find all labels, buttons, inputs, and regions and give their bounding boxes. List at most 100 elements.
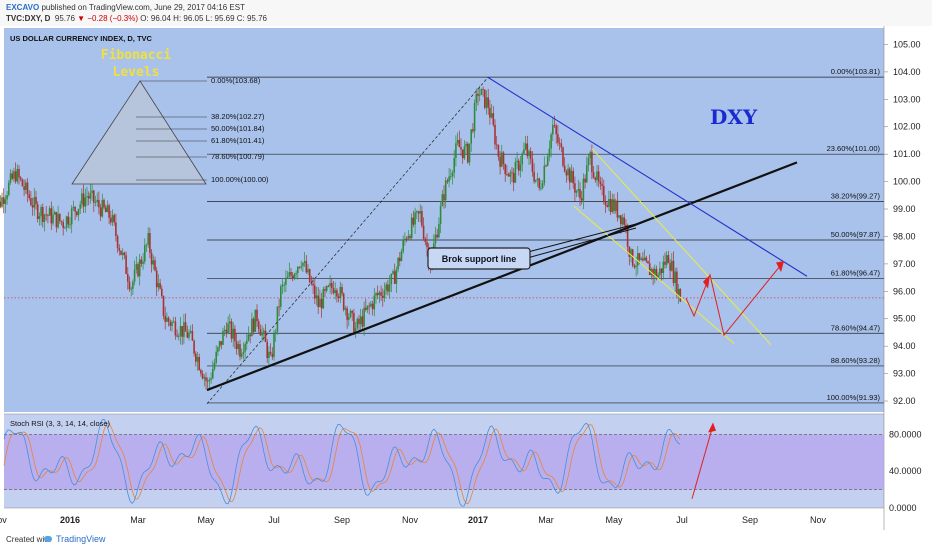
candle-body (346, 308, 348, 320)
fibonacci-levels: 0.00%(103.81) 23.60%(101.00) 38.20%(99.27)… (4, 67, 884, 404)
candle-body (608, 199, 610, 207)
fib-label: 78.60%(94.47) (831, 323, 881, 332)
candle-body (506, 174, 508, 175)
candle-body (101, 200, 104, 217)
candle-body (72, 206, 75, 209)
candle-body (178, 336, 180, 337)
candle-body (116, 235, 119, 249)
candle-body (405, 238, 408, 240)
candle-body (361, 316, 364, 327)
candle-body (426, 242, 428, 248)
candle-body (444, 180, 447, 201)
candle-body (553, 125, 556, 126)
candle-body (577, 189, 580, 191)
candle-body (154, 260, 156, 271)
candle-body (604, 201, 607, 206)
candle-body (322, 289, 325, 309)
candle-body (176, 335, 178, 337)
candle-body (623, 217, 625, 225)
candle-body (439, 205, 442, 224)
rsi-projection-arrowhead (708, 422, 716, 433)
candle-body (57, 213, 59, 228)
candle-body (181, 326, 183, 337)
candle-body (99, 207, 102, 217)
candle-body (159, 283, 161, 289)
candle-body (166, 317, 168, 322)
candle-body (523, 149, 525, 154)
candle-body (597, 171, 600, 182)
candle-body (162, 295, 165, 316)
candle-body (118, 248, 121, 251)
candle-body (276, 306, 279, 332)
candle-body (441, 194, 444, 206)
symbol-label: TVC:DXY, D (6, 14, 51, 23)
candle-body (128, 281, 131, 290)
candle-body (337, 296, 340, 299)
candle-body (417, 211, 420, 214)
candle-body (6, 195, 8, 200)
price-chart[interactable]: 0.00%(103.81) 23.60%(101.00) 38.20%(99.27)… (0, 26, 932, 530)
candle-body (232, 328, 234, 339)
price-tick-label: 104.00 (893, 67, 921, 77)
candle-body (195, 353, 197, 362)
legend-level-label: 38.20%(102.27) (211, 112, 265, 121)
candle-body (516, 160, 518, 163)
tradingview-link[interactable]: TradingView (56, 534, 106, 544)
candle-body (229, 321, 231, 324)
candle-body (103, 200, 105, 208)
candle-body (235, 341, 238, 350)
candle-body (98, 199, 100, 208)
candle-body (414, 212, 416, 225)
candle-body (271, 353, 274, 357)
drawn-lines: Brok support line (206, 76, 808, 405)
candle-body (213, 362, 216, 369)
candle-body (616, 200, 619, 218)
candle-body (74, 206, 76, 212)
candle-body (584, 178, 586, 183)
candle-body (212, 368, 214, 379)
candle-body (480, 88, 483, 95)
candle-body (475, 93, 478, 103)
candle-body (317, 295, 319, 308)
legend-level-label: 100.00%(100.00) (211, 175, 269, 184)
price-candles (0, 85, 682, 390)
candle-body (244, 343, 246, 352)
candle-body (334, 290, 336, 294)
time-tick-label: Mar (538, 515, 554, 525)
candle-body (385, 284, 387, 291)
candle-body (8, 182, 10, 196)
candle-body (1, 197, 3, 207)
candle-body (121, 252, 124, 255)
candle-body (137, 264, 139, 277)
candle-body (19, 177, 22, 180)
candle-body (543, 165, 546, 184)
candle-body (164, 315, 166, 322)
candle-body (446, 180, 449, 182)
candle-body (70, 208, 73, 225)
candle-body (138, 259, 141, 277)
candle-body (438, 223, 440, 238)
price-tick-label: 97.00 (893, 259, 916, 269)
time-tick-label: Jul (268, 515, 280, 525)
candle-body (240, 353, 243, 357)
candle-body (376, 293, 379, 296)
candle-body (657, 275, 659, 278)
price-tick-label: 105.00 (893, 39, 921, 49)
candle-body (563, 165, 566, 172)
candle-body (147, 233, 149, 245)
candle-body (569, 168, 571, 183)
candle-body (541, 183, 544, 189)
author-name[interactable]: EXCAVO (6, 3, 40, 12)
candle-body (67, 216, 70, 225)
candle-body (341, 287, 343, 294)
fib-label: 100.00%(91.93) (827, 393, 881, 402)
candle-body (155, 270, 158, 288)
candle-body (150, 252, 153, 265)
candle-body (314, 285, 316, 299)
candle-body (382, 295, 384, 298)
candle-body (635, 265, 637, 268)
legend-level-label: 50.00%(101.84) (211, 124, 265, 133)
candle-body (35, 197, 37, 205)
annotation-pointer (519, 227, 637, 261)
candle-body (451, 172, 454, 177)
